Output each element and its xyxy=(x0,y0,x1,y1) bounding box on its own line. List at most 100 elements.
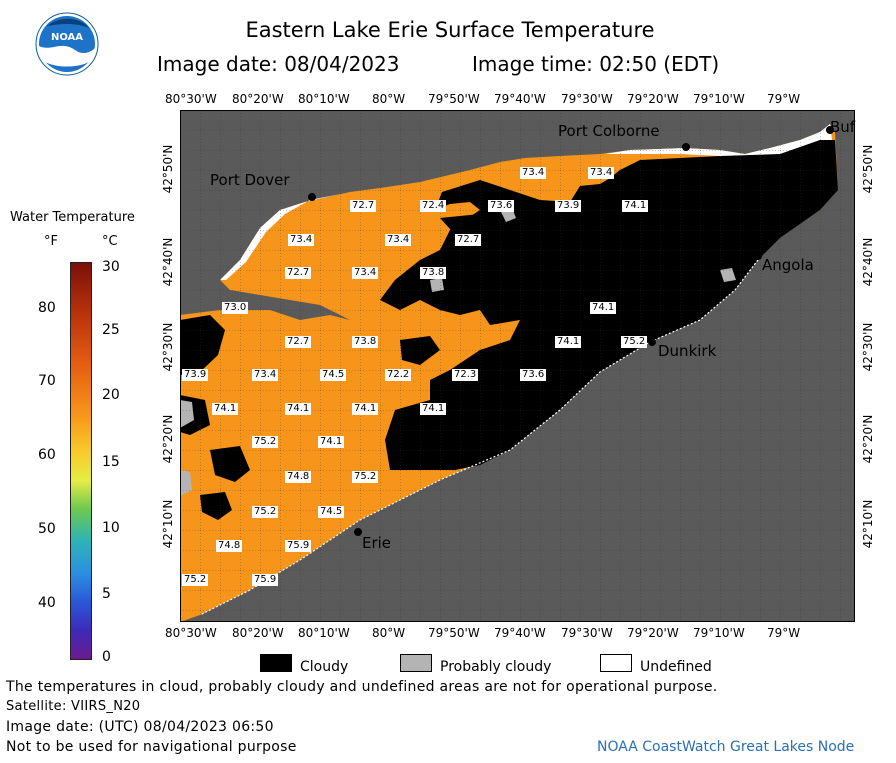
city-dot-angola xyxy=(754,252,762,260)
f-tick: 80 xyxy=(38,300,56,316)
footer-nav-warning: Not to be used for navigational purpose xyxy=(6,739,297,755)
lon-label-bottom: 79°20'W xyxy=(627,626,679,640)
temp-label: 73.8 xyxy=(352,336,379,348)
temp-label: 73.4 xyxy=(288,234,315,246)
temp-label: 74.1 xyxy=(285,403,312,415)
lon-label-bottom: 80°30'W xyxy=(165,626,217,640)
temp-label: 73.4 xyxy=(385,234,412,246)
temp-label: 74.5 xyxy=(320,369,347,381)
lat-label-right: 42°30'N xyxy=(861,322,875,372)
lon-label-bottom: 80°10'W xyxy=(298,626,350,640)
temp-label: 74.8 xyxy=(285,471,312,483)
place-buffalo: Buf xyxy=(830,118,856,136)
temp-label: 74.1 xyxy=(590,302,617,314)
place-dunkirk: Dunkirk xyxy=(658,342,717,360)
page-title: Eastern Lake Erie Surface Temperature xyxy=(245,18,655,42)
map-canvas xyxy=(180,110,855,622)
lat-label-left: 42°10'N xyxy=(161,499,175,549)
footer-note: The temperatures in cloud, probably clou… xyxy=(6,679,718,695)
temp-label: 74.8 xyxy=(216,540,243,552)
image-time: Image time: 02:50 (EDT) xyxy=(472,52,720,76)
lon-label-top: 80°30'W xyxy=(165,92,217,106)
legend-cloudy-label: Cloudy xyxy=(300,659,349,675)
lon-label-top: 80°W xyxy=(372,92,406,106)
city-dot-port-colborne xyxy=(682,143,690,151)
lat-label-right: 42°10'N xyxy=(861,499,875,549)
city-dot-erie xyxy=(354,528,362,536)
temp-label: 73.8 xyxy=(420,267,447,279)
f-tick: 60 xyxy=(38,447,56,463)
lon-label-top: 80°20'W xyxy=(232,92,284,106)
lat-label-right: 42°50'N xyxy=(861,144,875,194)
city-dot-buffalo xyxy=(826,126,834,134)
temp-label: 75.2 xyxy=(252,436,279,448)
footer-satellite: Satellite: VIIRS_N20 xyxy=(6,699,141,714)
c-tick: 0 xyxy=(102,649,111,665)
temp-label: 74.1 xyxy=(622,200,649,212)
graticule xyxy=(180,110,855,622)
lat-label-left: 42°20'N xyxy=(161,414,175,464)
lat-label-right: 42°40'N xyxy=(861,237,875,287)
c-tick: 20 xyxy=(102,387,120,403)
temp-label: 73.4 xyxy=(252,369,279,381)
lon-label-top: 79°20'W xyxy=(627,92,679,106)
c-tick: 25 xyxy=(102,322,120,338)
city-dot-dunkirk xyxy=(648,338,656,346)
lon-label-bottom: 79°40'W xyxy=(494,626,546,640)
place-port-dover: Port Dover xyxy=(210,171,290,189)
footer-utc-date: Image date: (UTC) 08/04/2023 06:50 xyxy=(6,719,274,735)
noaa-logo: NOAA xyxy=(35,12,99,76)
svg-text:NOAA: NOAA xyxy=(51,32,83,43)
lon-label-bottom: 79°10'W xyxy=(693,626,745,640)
c-tick: 10 xyxy=(102,520,120,536)
lon-label-bottom: 79°30'W xyxy=(561,626,613,640)
temp-label: 73.0 xyxy=(222,302,249,314)
c-tick: 15 xyxy=(102,454,120,470)
lat-label-left: 42°50'N xyxy=(161,144,175,194)
temp-label: 73.4 xyxy=(520,167,547,179)
temp-label: 75.9 xyxy=(252,574,279,586)
lon-label-bottom: 79°50'W xyxy=(428,626,480,640)
temp-label: 72.7 xyxy=(350,200,377,212)
legend-undefined-swatch xyxy=(600,654,632,672)
lon-label-top: 79°W xyxy=(767,92,801,106)
legend-probably-cloudy-label: Probably cloudy xyxy=(440,659,552,675)
lon-label-top: 79°30'W xyxy=(561,92,613,106)
temp-label: 75.2 xyxy=(352,471,379,483)
legend-probably-cloudy-swatch xyxy=(400,654,432,672)
temp-label: 75.2 xyxy=(621,336,648,348)
place-angola: Angola xyxy=(762,256,814,274)
temp-label: 75.2 xyxy=(182,574,209,586)
lon-label-bottom: 79°W xyxy=(767,626,801,640)
temp-label: 72.7 xyxy=(285,267,312,279)
unit-c: °C xyxy=(102,234,118,249)
lon-label-top: 79°50'W xyxy=(428,92,480,106)
footer-credit: NOAA CoastWatch Great Lakes Node xyxy=(597,739,855,755)
lat-label-right: 42°20'N xyxy=(861,414,875,464)
c-tick: 5 xyxy=(102,586,111,602)
temp-label: 74.1 xyxy=(555,336,582,348)
temp-label: 73.9 xyxy=(555,200,582,212)
map-frame xyxy=(180,110,855,622)
unit-f: °F xyxy=(44,234,58,249)
legend-cloudy-swatch xyxy=(260,654,292,672)
temp-label: 72.7 xyxy=(455,234,482,246)
temp-label: 74.5 xyxy=(318,506,345,518)
lon-label-top: 79°10'W xyxy=(693,92,745,106)
temp-label: 74.1 xyxy=(352,403,379,415)
lat-label-left: 42°30'N xyxy=(161,322,175,372)
temp-label: 74.1 xyxy=(318,436,345,448)
lon-label-top: 79°40'W xyxy=(494,92,546,106)
temp-label: 73.9 xyxy=(182,369,209,381)
colorbar xyxy=(70,262,92,660)
temp-label: 75.9 xyxy=(285,540,312,552)
temp-label: 72.2 xyxy=(385,369,412,381)
image-date: Image date: 08/04/2023 xyxy=(157,52,400,76)
shoreline xyxy=(199,259,759,616)
city-dot-port-dover xyxy=(308,193,316,201)
f-tick: 50 xyxy=(38,521,56,537)
temp-label: 73.4 xyxy=(352,267,379,279)
f-tick: 40 xyxy=(38,595,56,611)
temp-label: 75.2 xyxy=(252,506,279,518)
temp-label: 74.1 xyxy=(212,403,239,415)
